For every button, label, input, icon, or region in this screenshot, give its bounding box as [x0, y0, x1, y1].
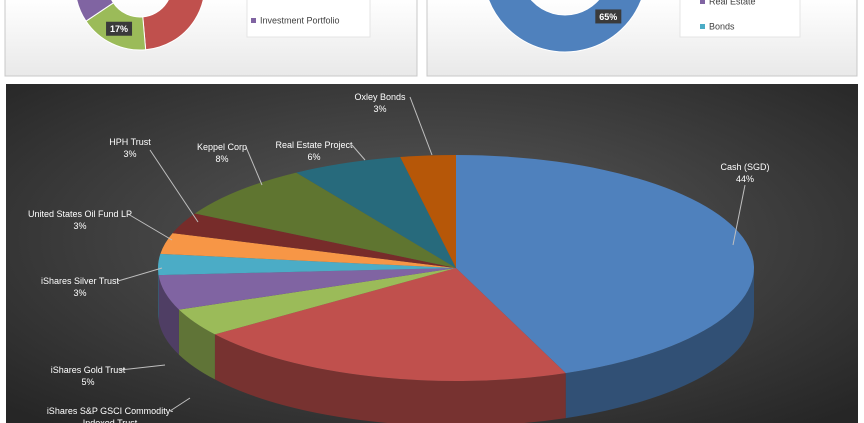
value-label: 3% — [373, 104, 387, 114]
category-label: iShares Silver Trust — [40, 276, 120, 286]
value-label: 3% — [73, 288, 87, 298]
pie-side — [158, 275, 179, 355]
category-label: iShares S&P GSCI Commodity-Indexed Trust — [46, 406, 174, 423]
value-label: 6% — [307, 152, 321, 162]
pie-slice — [456, 155, 754, 374]
value-label: 3% — [73, 221, 87, 231]
category-label: United States Oil Fund LP — [27, 209, 133, 219]
value-label: 5% — [81, 377, 95, 387]
leader-line — [245, 146, 263, 186]
legend-label: Bonds — [709, 21, 735, 31]
category-label: HPH Trust — [109, 137, 151, 147]
pie-slice — [158, 268, 457, 310]
donut-slice — [76, 0, 115, 22]
legend-label: Investment Portfolio — [260, 15, 340, 25]
data-label: HPH Trust 3% — [60, 136, 200, 160]
pie-slice — [172, 213, 457, 268]
category-label: Real Estate Project — [275, 140, 353, 150]
data-label: Oxley Bonds 3% — [310, 91, 450, 115]
legend-label: Real Estate — [709, 0, 756, 6]
pie-slice — [296, 157, 456, 268]
pie-slice — [158, 253, 456, 276]
value-label: 3% — [123, 149, 137, 159]
donut-slice — [142, 0, 204, 51]
pie-side — [565, 268, 754, 419]
category-label: iShares Gold Trust — [50, 365, 126, 375]
leader-line — [117, 267, 163, 282]
category-label: Keppel Corp — [196, 142, 248, 152]
data-label-box — [595, 9, 622, 24]
donut-chart: 17% Investment Portfolio — [76, 0, 371, 51]
data-label: iShares Gold Trust 5% — [18, 364, 158, 388]
pie-chart — [117, 96, 754, 423]
data-label: 65% — [599, 12, 617, 22]
leader-line — [409, 96, 433, 156]
legend-marker — [700, 0, 705, 4]
data-label: United States Oil Fund LP 3% — [10, 208, 150, 232]
legend-marker — [700, 24, 705, 29]
leader-line — [149, 149, 199, 223]
pie-side — [158, 268, 159, 321]
pie-side — [178, 309, 215, 380]
leader-line — [732, 184, 746, 246]
legend-box — [246, 0, 371, 38]
leader-line — [169, 397, 191, 412]
pie-slice — [400, 155, 456, 268]
legend-marker — [251, 18, 256, 23]
leader-line — [127, 213, 173, 241]
pie-slice — [194, 172, 457, 268]
pie-side — [214, 334, 566, 423]
leader-line — [351, 144, 366, 161]
pie-slice — [160, 233, 456, 268]
donut-chart: 65% Real Estate Bonds — [488, 0, 801, 53]
category-label: Cash (SGD) — [720, 162, 770, 172]
data-label-box — [106, 21, 133, 36]
data-label: Keppel Corp 8% — [152, 141, 292, 165]
data-label: iShares S&P GSCI Commodity-Indexed Trust — [40, 405, 180, 423]
pie-slice — [178, 268, 456, 335]
pie-slice — [214, 268, 566, 381]
category-label: Oxley Bonds — [354, 92, 406, 102]
value-label: 8% — [215, 154, 229, 164]
value-label: 44% — [735, 174, 754, 184]
data-label: Real Estate Project 6% — [244, 139, 384, 163]
leader-line — [119, 364, 166, 371]
data-label: Cash (SGD) 44% — [675, 161, 815, 185]
data-label: iShares Silver Trust 3% — [10, 275, 150, 299]
legend-box — [679, 0, 801, 38]
data-label: 17% — [110, 24, 128, 34]
